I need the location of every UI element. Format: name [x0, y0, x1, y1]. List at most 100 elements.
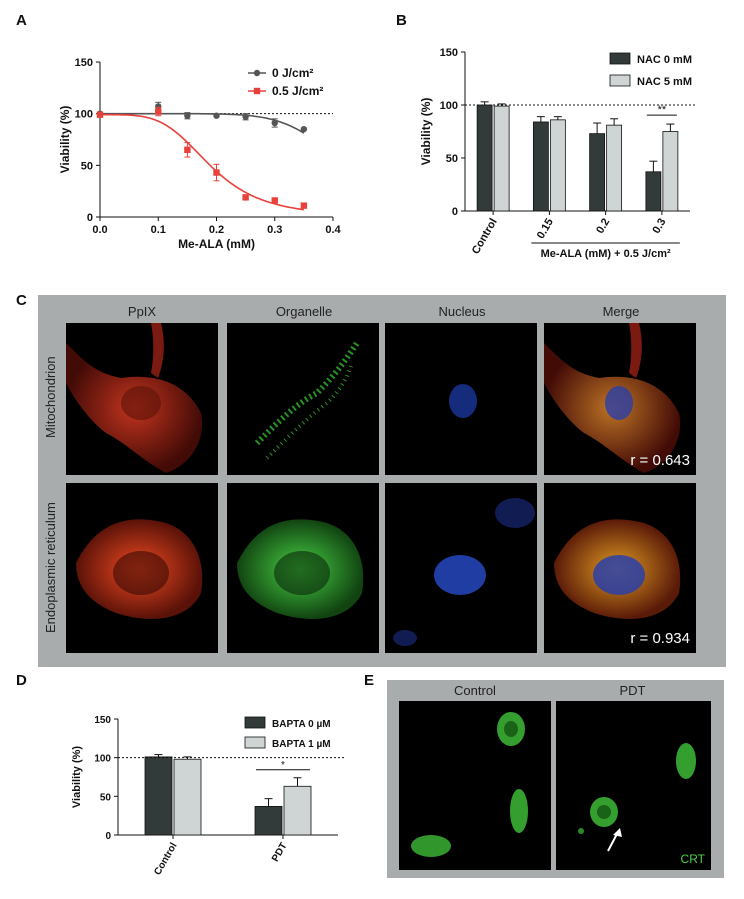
- x-tick-label: 0.2: [209, 224, 224, 236]
- y-axis-label: Viability (%): [71, 746, 83, 808]
- bar-nac-0-mm: [589, 133, 606, 212]
- legend-label: 0 J/cm²: [272, 66, 313, 80]
- x-tick-label: Control: [470, 217, 500, 257]
- legend-label: NAC 0 mM: [637, 54, 692, 66]
- image-er-nucleus: [385, 483, 537, 653]
- x-tick-label: 0.2: [594, 217, 612, 236]
- image-er-organelle: [227, 483, 379, 653]
- col-head-control-e: Control: [454, 683, 496, 698]
- y-tick-label: 150: [94, 715, 111, 726]
- x-axis-label: Me-ALA (mM): [178, 237, 255, 251]
- x-tick-label: 0.4: [325, 224, 341, 236]
- legend-swatch: [244, 736, 266, 749]
- chart-a-dose-response: 0 50 100 150 0.0 0.1 0.2 0.3 0.4 Me-ALA (mM) Viabi…: [58, 57, 342, 251]
- x-tick-label: 0.3: [650, 217, 668, 236]
- y-axis-label: Viability (%): [58, 106, 72, 174]
- image-mito-merge: r = 0.643: [544, 323, 696, 475]
- data-point-0-j: [213, 112, 220, 119]
- significance-marker: **: [658, 104, 667, 116]
- bar-bapta-1-m: [173, 758, 202, 836]
- y-tick-label: 50: [100, 792, 112, 803]
- data-point-0-5-j: [213, 169, 220, 176]
- col-head-organelle: Organelle: [275, 304, 333, 319]
- image-mito-ppix: [66, 323, 218, 475]
- image-mito-nucleus: [385, 323, 537, 475]
- legend-label: BAPTA 1 µM: [272, 739, 331, 750]
- bar-nac-5-mm: [549, 119, 566, 212]
- significance-marker: *: [281, 760, 285, 771]
- microscopy-panel-e: Control PDT CRT: [387, 680, 724, 878]
- data-point-0-j: [271, 119, 278, 127]
- x-tick-label: 0.3: [267, 224, 282, 236]
- bar-nac-5-mm: [493, 105, 510, 212]
- panel-letter-d: D: [16, 672, 27, 689]
- data-point-0-5-j: [184, 146, 191, 154]
- data-point-0-j: [155, 103, 162, 110]
- y-tick-label: 0: [105, 831, 111, 842]
- bar-nac-5-mm: [606, 124, 623, 212]
- legend-swatch: [609, 74, 631, 87]
- bar-bapta-0-m: [254, 805, 283, 836]
- x-tick-label: 0.15: [535, 217, 556, 242]
- y-tick-label: 0: [87, 212, 93, 224]
- bar-bapta-0-m: [144, 756, 173, 836]
- panel-letter-a: A: [16, 12, 27, 29]
- col-head-merge: Merge: [602, 304, 640, 319]
- x-tick-label: 0.1: [151, 224, 166, 236]
- bar-nac-0-mm: [476, 104, 493, 212]
- legend-label: NAC 5 mM: [637, 76, 692, 88]
- y-tick-label: 50: [81, 160, 93, 172]
- pearson-r-mito: r = 0.643: [630, 452, 690, 469]
- pearson-r-er: r = 0.934: [630, 630, 690, 647]
- chart-b-nac-bars: 0 50 100 150 Viability (%) Control 0.15 0.2 0.3 *…: [419, 47, 696, 260]
- legend-swatch: [609, 52, 631, 65]
- data-point-0-5-j: [155, 108, 162, 115]
- panel-letter-c: C: [16, 292, 27, 309]
- data-point-0-5-j: [96, 111, 104, 118]
- chart-d-bapta-bars: 0 50 100 150 Viability (%) Control PDT * BAPTA 0…: [71, 715, 344, 877]
- col-head-pdt-e: PDT: [619, 683, 646, 698]
- group-label: Me-ALA (mM) + 0.5 J/cm²: [541, 248, 671, 260]
- y-tick-label: 100: [440, 100, 458, 112]
- col-head-nucleus: Nucleus: [438, 304, 486, 319]
- data-point-0-5-j: [271, 197, 278, 204]
- data-point-0-j: [300, 125, 308, 133]
- fit-curve-0-5-j: [100, 113, 305, 211]
- crt-label: CRT: [680, 852, 705, 866]
- row-head-endoplasmic-reticulum: Endoplasmic reticulum: [43, 502, 58, 633]
- y-tick-label: 0: [452, 206, 458, 218]
- row-head-mitochondrion: Mitochondrion: [43, 356, 58, 438]
- legend-swatch: [244, 716, 266, 729]
- legend-label: 0.5 J/cm²: [272, 84, 323, 98]
- legend-marker: [253, 87, 261, 95]
- legend-label: BAPTA 0 µM: [272, 719, 331, 730]
- bar-nac-5-mm: [662, 131, 679, 212]
- bar-bapta-1-m: [283, 785, 312, 836]
- data-point-0-5-j: [242, 194, 249, 201]
- y-tick-label: 150: [440, 47, 458, 59]
- y-tick-label: 50: [446, 153, 458, 165]
- image-er-ppix: [66, 483, 218, 653]
- col-head-ppix: PpIX: [127, 304, 157, 319]
- data-point-0-j: [242, 113, 249, 120]
- data-point-0-5-j: [300, 202, 308, 209]
- y-tick-label: 100: [75, 109, 93, 121]
- x-tick-label: 0.0: [92, 224, 107, 236]
- legend-marker: [253, 69, 261, 77]
- y-tick-label: 100: [94, 754, 111, 765]
- y-tick-label: 150: [75, 57, 93, 69]
- panel-letter-b: B: [396, 12, 407, 29]
- x-tick-label: PDT: [270, 841, 290, 864]
- image-mito-organelle: [227, 323, 379, 475]
- microscopy-panel-c: PpIX Organelle Nucleus Merge Mitochondri…: [38, 295, 726, 667]
- panel-letter-e: E: [364, 672, 375, 689]
- y-axis-label: Viability (%): [419, 98, 433, 166]
- image-er-merge: r = 0.934: [544, 483, 696, 653]
- fit-curve-0-j: [100, 112, 305, 134]
- image-crt-control: [399, 701, 551, 870]
- bar-nac-0-mm: [532, 121, 549, 212]
- image-crt-pdt: CRT: [556, 701, 711, 870]
- bar-nac-0-mm: [645, 171, 662, 212]
- x-tick-label: Control: [152, 841, 179, 877]
- arrow-head-icon: [613, 828, 622, 837]
